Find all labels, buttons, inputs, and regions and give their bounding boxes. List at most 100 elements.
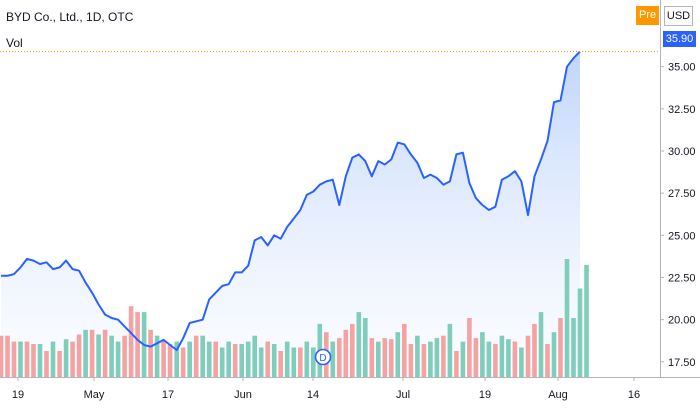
volume-bar <box>402 323 407 377</box>
volume-bar <box>564 259 570 377</box>
dividend-marker-icon <box>314 348 332 366</box>
y-tick-label: 25.00 <box>668 230 696 242</box>
volume-bar <box>148 329 153 377</box>
last-price-tag: 35.90 <box>663 31 696 47</box>
volume-bar <box>434 338 440 377</box>
volume-bar <box>415 335 420 377</box>
volume-bar <box>382 338 388 377</box>
x-tick-label: 16 <box>628 389 640 401</box>
volume-bar <box>0 335 4 377</box>
volume-bar <box>356 312 362 377</box>
volume-label: Vol <box>6 36 23 50</box>
volume-bar <box>252 335 257 377</box>
x-tick-label: Jun <box>234 389 252 401</box>
x-tick-label: Jul <box>396 389 410 401</box>
volume-bar <box>174 341 179 377</box>
currency-button[interactable]: USD <box>664 6 693 26</box>
volume-bar <box>584 264 589 377</box>
volume-bar <box>219 347 225 377</box>
volume-bar <box>83 329 88 377</box>
volume-bar <box>161 341 166 377</box>
volume-bar <box>57 351 62 377</box>
volume-bar <box>304 341 310 377</box>
price-line-layer <box>0 50 660 351</box>
volume-bar <box>369 338 375 377</box>
volume-bar <box>467 318 472 377</box>
volume-bar <box>389 339 394 377</box>
volume-bar <box>70 341 75 377</box>
volume-bar <box>499 335 505 377</box>
volume-bar <box>122 335 127 377</box>
volume-bar <box>473 338 479 377</box>
volume-bar <box>545 344 550 377</box>
volume-bar <box>154 335 160 377</box>
volume-bar <box>447 323 453 377</box>
x-tick-label: 19 <box>479 389 491 401</box>
chart-title: BYD Co., Ltd., 1D, OTC <box>6 10 134 24</box>
volume-bar <box>239 344 244 377</box>
volume-bar <box>311 347 316 377</box>
volume-bar <box>525 335 531 377</box>
volume-bar <box>519 347 524 377</box>
volume-bar <box>441 335 446 377</box>
y-tick-label: 27.50 <box>668 188 696 200</box>
volume-bar <box>577 288 583 377</box>
volume-bar <box>460 341 466 377</box>
volume-bar <box>350 323 355 377</box>
volume-bar <box>506 339 511 377</box>
volume-bar <box>271 344 277 377</box>
volume-bar <box>343 329 349 377</box>
volume-bars-layer <box>0 259 589 377</box>
volume-bar <box>330 341 336 377</box>
dividend-marker-label: D <box>319 353 326 364</box>
y-tick-label: 35.00 <box>668 62 696 74</box>
volume-bar <box>284 341 290 377</box>
volume-bar <box>278 351 283 377</box>
volume-bar <box>37 344 43 377</box>
x-tick-label: 14 <box>307 389 319 401</box>
volume-bar <box>493 344 498 377</box>
volume-bar <box>258 347 264 377</box>
volume-bar <box>115 341 121 377</box>
volume-bar <box>538 312 544 377</box>
volume-bar <box>428 341 433 377</box>
volume-bar <box>76 334 82 377</box>
volume-bar <box>11 341 17 377</box>
volume-bar <box>18 341 23 377</box>
y-tick-label: 17.50 <box>668 357 696 369</box>
y-tick-label: 30.00 <box>668 146 696 158</box>
volume-bar <box>193 335 199 377</box>
volume-bar <box>89 329 95 377</box>
volume-bar <box>213 341 218 377</box>
volume-bar <box>226 341 231 377</box>
pre-market-badge[interactable]: Pre <box>636 6 659 25</box>
price-line <box>1 50 581 351</box>
volume-bar <box>298 347 303 377</box>
price-area-layer <box>1 51 580 377</box>
volume-bar <box>480 332 485 377</box>
volume-bar <box>337 338 342 377</box>
volume-bar <box>245 341 251 377</box>
volume-bar <box>24 341 30 377</box>
volume-bar <box>167 344 173 377</box>
y-tick-label: 32.50 <box>668 104 696 116</box>
volume-bar <box>44 351 49 377</box>
volume-bar <box>421 344 427 377</box>
volume-bar <box>109 335 114 377</box>
volume-bar <box>512 341 518 377</box>
volume-bar <box>558 318 563 377</box>
volume-bar <box>486 341 492 377</box>
volume-bar <box>187 341 192 377</box>
volume-bar <box>265 341 270 377</box>
volume-bar <box>31 344 36 377</box>
axes-layer: 17.50 20.00 22.50 25.00 27.50 30.00 32.50 35.00… <box>0 0 700 401</box>
volume-bar <box>395 332 401 377</box>
volume-bar <box>63 339 69 377</box>
volume-bar <box>135 312 140 377</box>
x-tick-label: Aug <box>548 389 568 401</box>
price-area <box>1 51 580 377</box>
x-tick-label: 17 <box>162 389 174 401</box>
volume-bar <box>102 329 108 377</box>
